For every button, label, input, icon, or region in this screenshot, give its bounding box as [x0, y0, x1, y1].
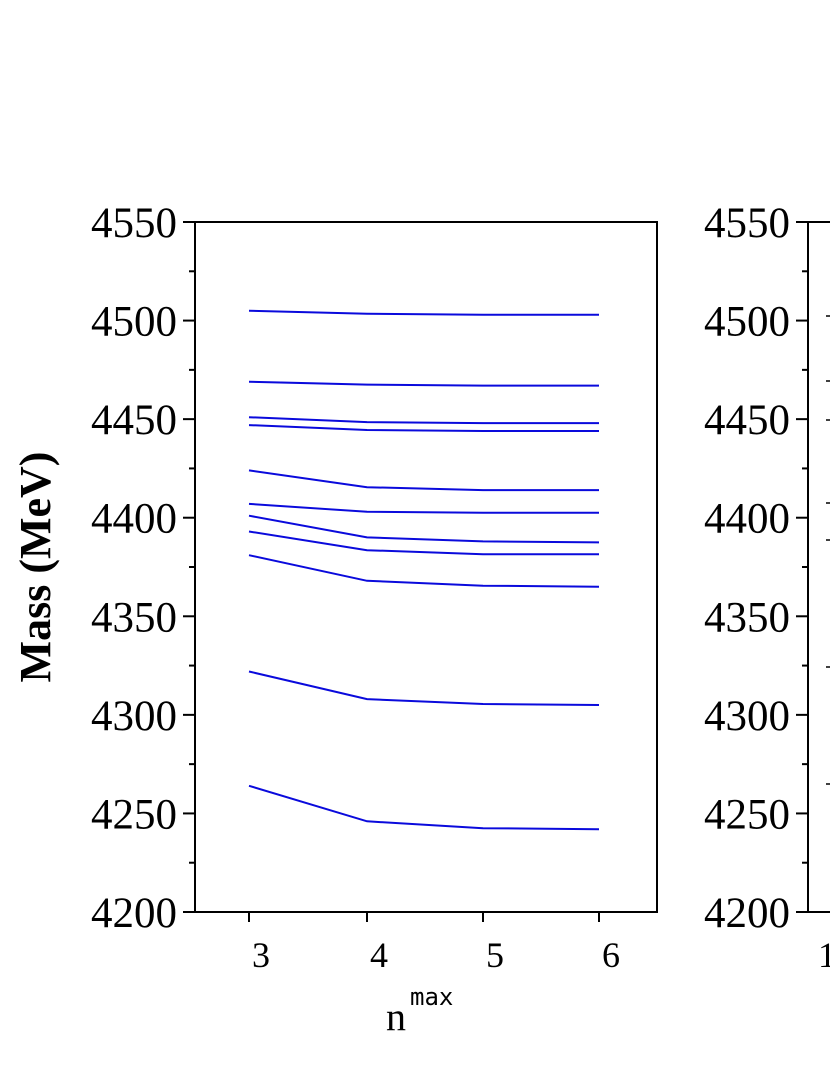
right-y-ticks: 4200 4250 4300 4350 4400 4450 4500 4550	[704, 200, 830, 937]
right-y-tick-label: 4450	[704, 397, 790, 444]
series-line-6	[248, 502, 599, 514]
left-panel: 4200 4250 4300 4350 4400 4450 4500 4550 3 4 5 6 Ma…	[11, 200, 658, 1039]
right-y-tick-label: 4500	[704, 299, 790, 346]
right-y-tick-label: 4400	[704, 496, 790, 543]
y-tick-label: 4200	[91, 890, 177, 937]
right-x-ticks: 1	[818, 935, 830, 975]
y-tick-label: 4400	[91, 496, 177, 543]
series-line-4	[248, 530, 599, 556]
x-axis-label-superscript: max	[410, 983, 453, 1011]
series-line-3	[248, 554, 600, 588]
x-tick-label: 4	[370, 935, 388, 975]
x-tick-label: 5	[486, 935, 504, 975]
left-series-lines	[248, 309, 600, 831]
series-line-7	[248, 469, 599, 492]
y-tick-label: 4500	[91, 299, 177, 346]
series-line-1	[248, 784, 600, 831]
right-partial-marks	[826, 315, 830, 785]
series-line-9	[248, 416, 599, 425]
y-tick-label: 4250	[91, 791, 177, 838]
y-tick-label: 4300	[91, 693, 177, 740]
right-y-tick-label: 4350	[704, 594, 790, 641]
left-y-ticks: 4200 4250 4300 4350 4400 4450 4500 4550	[91, 200, 195, 937]
series-line-11	[248, 309, 599, 316]
left-plot-frame	[194, 221, 658, 913]
y-tick-label: 4450	[91, 397, 177, 444]
right-y-tick-label: 4200	[704, 890, 790, 937]
x-axis-label: n	[386, 994, 406, 1039]
series-line-2	[248, 670, 600, 706]
x-tick-label: 3	[252, 935, 270, 975]
right-y-tick-label: 4300	[704, 693, 790, 740]
left-x-ticks: 3 4 5 6	[248, 912, 620, 975]
right-y-tick-label: 4550	[704, 200, 790, 247]
y-axis-label: Mass (MeV)	[11, 452, 60, 683]
x-tick-label: 6	[602, 935, 620, 975]
series-line-8	[248, 424, 599, 432]
y-tick-label: 4350	[91, 594, 177, 641]
right-x-tick-label: 1	[818, 935, 830, 975]
y-tick-label: 4550	[91, 200, 177, 247]
series-line-10	[248, 380, 599, 387]
right-y-tick-label: 4250	[704, 791, 790, 838]
right-panel: 4200 4250 4300 4350 4400 4450 4500 4550 1	[704, 200, 830, 975]
series-line-5	[248, 514, 600, 544]
